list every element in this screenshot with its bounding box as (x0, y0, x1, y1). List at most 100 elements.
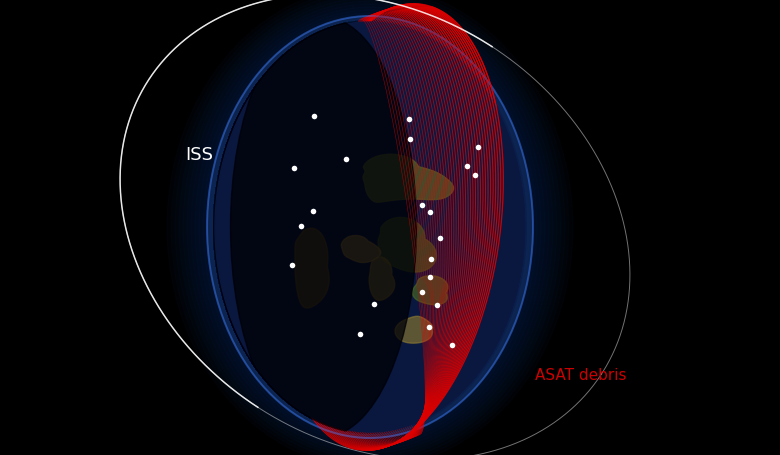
Ellipse shape (267, 91, 473, 364)
Ellipse shape (318, 159, 422, 296)
Ellipse shape (195, 18, 480, 437)
Ellipse shape (365, 221, 375, 234)
Ellipse shape (257, 77, 484, 378)
Ellipse shape (316, 156, 424, 299)
Ellipse shape (231, 18, 417, 437)
Text: ISS: ISS (185, 146, 213, 164)
Polygon shape (413, 276, 448, 305)
Ellipse shape (246, 64, 494, 391)
Ellipse shape (212, 18, 360, 437)
Ellipse shape (290, 122, 450, 333)
Ellipse shape (198, 18, 459, 437)
Ellipse shape (200, 18, 448, 437)
Ellipse shape (223, 33, 517, 422)
Ellipse shape (332, 177, 409, 278)
Ellipse shape (321, 163, 419, 292)
Polygon shape (342, 236, 381, 263)
Ellipse shape (223, 18, 285, 437)
Ellipse shape (218, 18, 317, 437)
Ellipse shape (222, 18, 296, 437)
Ellipse shape (209, 18, 382, 437)
Polygon shape (395, 317, 433, 344)
Ellipse shape (354, 207, 385, 248)
Ellipse shape (349, 200, 391, 255)
Ellipse shape (233, 47, 507, 408)
Ellipse shape (228, 18, 252, 437)
Ellipse shape (238, 54, 502, 401)
Ellipse shape (203, 18, 426, 437)
Ellipse shape (215, 18, 339, 437)
Ellipse shape (313, 152, 427, 303)
Ellipse shape (300, 136, 440, 319)
Ellipse shape (272, 98, 468, 357)
Polygon shape (295, 229, 329, 308)
Ellipse shape (201, 18, 437, 437)
Ellipse shape (328, 173, 411, 282)
Ellipse shape (187, 18, 534, 437)
Ellipse shape (225, 18, 274, 437)
Ellipse shape (342, 190, 399, 265)
Ellipse shape (215, 23, 525, 432)
Ellipse shape (275, 101, 466, 354)
Polygon shape (378, 218, 436, 273)
Ellipse shape (220, 18, 307, 437)
Polygon shape (363, 155, 453, 203)
Polygon shape (369, 258, 395, 301)
Ellipse shape (220, 30, 519, 425)
Ellipse shape (243, 61, 497, 394)
Ellipse shape (324, 166, 417, 289)
Ellipse shape (218, 26, 523, 429)
Ellipse shape (360, 214, 381, 241)
Ellipse shape (277, 105, 463, 350)
Ellipse shape (249, 67, 491, 388)
Ellipse shape (190, 18, 512, 437)
Ellipse shape (306, 142, 434, 313)
Ellipse shape (254, 74, 486, 381)
Ellipse shape (269, 95, 471, 360)
Ellipse shape (285, 115, 456, 340)
Polygon shape (378, 218, 436, 273)
Ellipse shape (186, 18, 545, 437)
Ellipse shape (226, 18, 263, 437)
Ellipse shape (357, 211, 383, 244)
Ellipse shape (352, 204, 388, 251)
Ellipse shape (264, 88, 476, 367)
Ellipse shape (215, 23, 525, 432)
Ellipse shape (326, 170, 414, 285)
Ellipse shape (308, 146, 432, 309)
Ellipse shape (241, 57, 499, 398)
Ellipse shape (303, 139, 437, 316)
Ellipse shape (279, 108, 460, 347)
Ellipse shape (197, 18, 470, 437)
Ellipse shape (292, 125, 448, 330)
Ellipse shape (204, 18, 415, 437)
Ellipse shape (336, 183, 403, 272)
Ellipse shape (344, 193, 395, 262)
Ellipse shape (259, 81, 481, 374)
Ellipse shape (231, 18, 417, 437)
Polygon shape (413, 276, 448, 305)
Ellipse shape (295, 129, 445, 326)
Ellipse shape (193, 18, 491, 437)
Ellipse shape (231, 43, 509, 412)
Ellipse shape (207, 17, 533, 438)
Ellipse shape (236, 50, 505, 405)
Ellipse shape (310, 149, 430, 306)
Ellipse shape (207, 18, 393, 437)
Ellipse shape (251, 71, 489, 384)
Ellipse shape (225, 36, 515, 419)
Ellipse shape (334, 180, 406, 275)
Ellipse shape (217, 18, 328, 437)
Polygon shape (342, 236, 381, 263)
Ellipse shape (206, 18, 404, 437)
Ellipse shape (282, 111, 458, 344)
Ellipse shape (367, 224, 373, 231)
Ellipse shape (362, 217, 378, 238)
Polygon shape (363, 155, 453, 203)
Polygon shape (295, 229, 329, 308)
Ellipse shape (214, 18, 350, 437)
Polygon shape (369, 258, 395, 301)
Ellipse shape (211, 18, 371, 437)
Ellipse shape (192, 18, 502, 437)
Ellipse shape (228, 40, 512, 415)
